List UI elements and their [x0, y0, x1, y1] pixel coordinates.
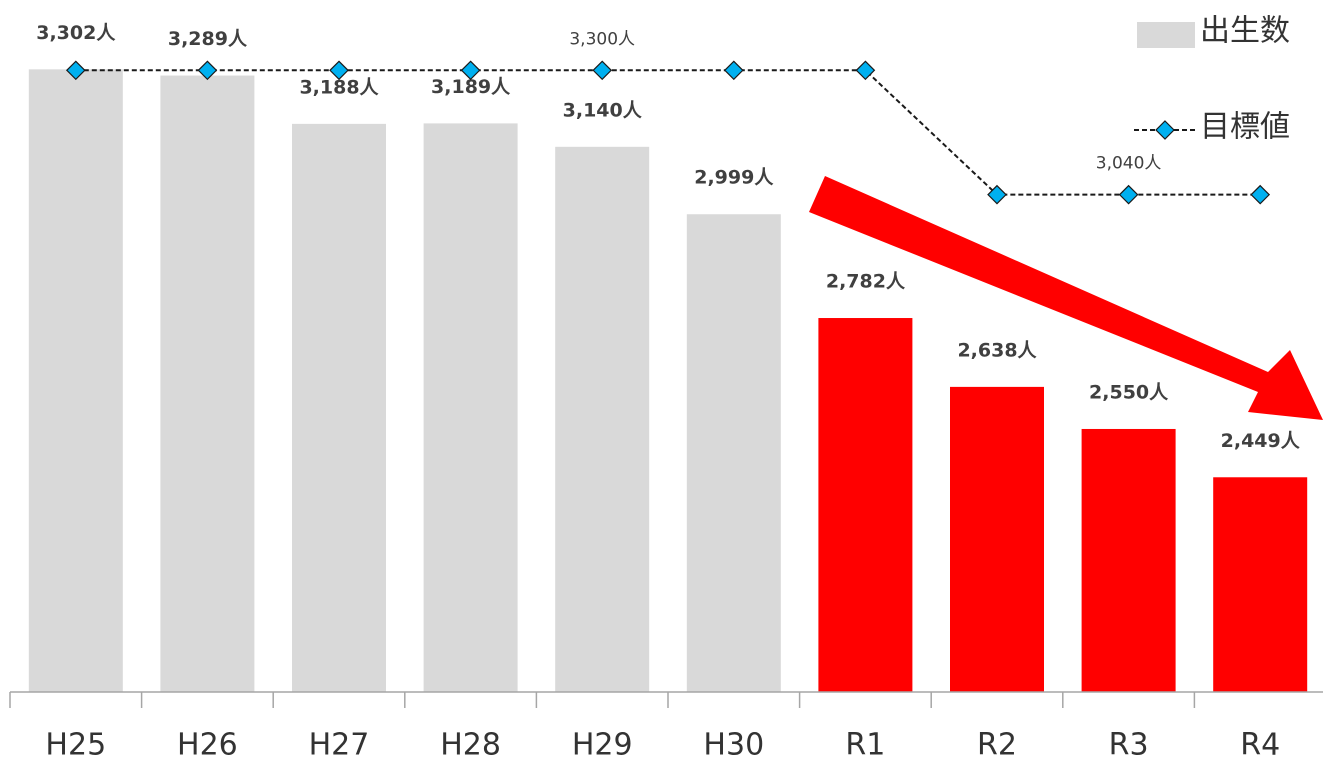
target-marker [329, 60, 349, 81]
target-marker [987, 184, 1007, 205]
bar [1081, 428, 1176, 692]
data-label: 3,289人 [168, 28, 248, 50]
x-tick-label: H28 [440, 728, 501, 763]
legend-label: 目標値 [1200, 110, 1290, 145]
data-label: 2,550人 [1089, 381, 1169, 403]
data-label: 3,188人 [299, 76, 379, 98]
legend-swatch [1137, 22, 1195, 48]
target-marker [460, 60, 481, 81]
x-tick-label: H29 [572, 728, 633, 763]
bar [423, 123, 518, 693]
bar [292, 123, 386, 692]
x-tick-label: H27 [309, 728, 370, 763]
trend-arrow [809, 176, 1323, 420]
data-label: 3,189人 [431, 76, 511, 98]
bar [160, 75, 255, 692]
target-marker [1250, 184, 1271, 205]
bar [1213, 477, 1308, 692]
legend-marker [1155, 120, 1175, 140]
target-line [75, 69, 1261, 196]
target-marker [855, 60, 876, 81]
legend-label: 出生数 [1200, 14, 1290, 49]
bar [950, 386, 1044, 692]
data-label: 2,999人 [694, 167, 774, 189]
bar [818, 318, 913, 692]
x-tick-label: R2 [977, 728, 1017, 763]
data-label: 3,040人 [1096, 154, 1162, 174]
target-marker [592, 60, 613, 81]
data-label: 3,300人 [569, 29, 635, 49]
target-marker [1118, 184, 1139, 205]
data-label: 2,638人 [957, 339, 1037, 361]
x-tick-label: R4 [1240, 728, 1280, 763]
x-tick-label: H26 [177, 728, 238, 763]
data-label: 2,782人 [826, 271, 906, 293]
bar [555, 146, 650, 692]
target-marker [723, 60, 744, 81]
target-marker [65, 60, 86, 81]
bar [686, 214, 781, 692]
target-marker [197, 60, 218, 81]
x-tick-label: R1 [845, 728, 885, 763]
x-tick-label: H25 [45, 728, 106, 763]
bar [28, 69, 123, 693]
x-tick-label: H30 [703, 728, 764, 763]
data-label: 3,140人 [563, 99, 643, 121]
x-tick-label: R3 [1109, 728, 1149, 763]
data-label: 2,449人 [1221, 430, 1301, 452]
data-label: 3,302人 [36, 22, 116, 44]
